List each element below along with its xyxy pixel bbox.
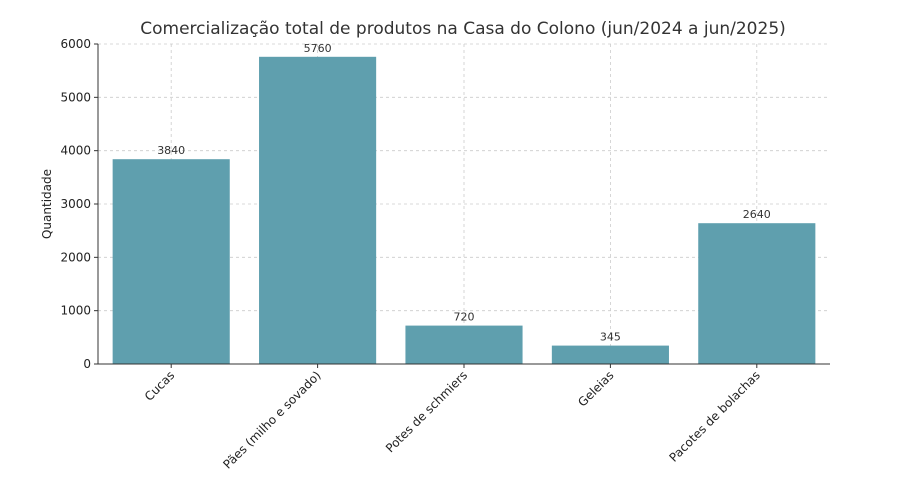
y-tick-label: 2000 [60,250,91,264]
y-tick-label: 4000 [60,144,91,158]
x-tick-label: Geleias [575,368,616,409]
data-label: 720 [454,311,475,324]
data-label: 3840 [157,144,185,157]
bar [112,159,230,364]
y-tick-label: 6000 [60,37,91,51]
x-tick-label: Cucas [142,368,177,403]
y-tick-label: 0 [83,357,91,371]
y-tick-label: 1000 [60,304,91,318]
data-label: 2640 [743,208,771,221]
chart-title: Comercialização total de produtos na Cas… [140,19,786,39]
bars [112,56,816,365]
data-label: 345 [600,331,621,344]
data-label: 5760 [304,42,332,55]
bar [259,56,377,365]
x-tick-label: Pães (milho e sovado) [220,368,323,471]
x-tick-label: Potes de schmiers [383,368,470,455]
bar [698,223,816,364]
bar [405,325,523,364]
y-axis-label: Quantidade [40,169,54,239]
y-tick-label: 3000 [60,197,91,211]
bar [551,345,669,364]
axes [94,43,830,368]
x-tick-label: Pacotes de bolachas [666,368,762,464]
y-tick-label: 5000 [60,90,91,104]
